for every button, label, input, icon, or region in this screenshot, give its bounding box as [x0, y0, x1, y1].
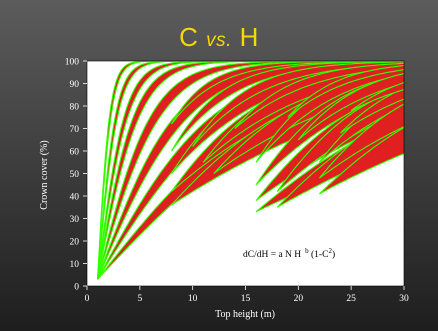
band-fill-25 [298, 73, 404, 140]
slide-title: C vs. H [0, 22, 438, 53]
x-tick-label-5: 5 [137, 294, 142, 304]
y-tick-label-50: 50 [70, 170, 80, 180]
band-27-upper-line [319, 103, 404, 179]
band-27-lower-line [319, 126, 404, 179]
band-fill-18 [256, 66, 404, 163]
band-30-lower-line [350, 89, 404, 111]
y-tick-label-10: 10 [70, 260, 80, 270]
band-3-lower-line [97, 61, 404, 280]
band-5-upper-line [97, 61, 404, 280]
y-tick-label-80: 80 [70, 103, 80, 113]
y-tick-label-20: 20 [70, 238, 80, 248]
band-25-upper-line [297, 73, 404, 141]
band-2-upper-line [97, 61, 404, 280]
y-tick-label-90: 90 [70, 80, 80, 90]
x-tick-label-10: 10 [188, 294, 198, 304]
band-24-lower-line [287, 69, 404, 118]
x-axis-label: Top height (m) [215, 309, 275, 320]
band-24-upper-line [287, 64, 404, 118]
band-fill-9 [171, 61, 404, 124]
band-3-upper-line [97, 61, 404, 280]
band-30-upper-line [350, 81, 404, 111]
y-axis-label: Crown cover (%) [39, 140, 50, 209]
y-axis-ticks: 0 10 20 30 40 50 60 70 80 90 100 [65, 58, 87, 293]
equation-exponent-2: 2 [328, 247, 332, 255]
y-tick-label-100: 100 [65, 58, 80, 68]
band-29-lower-line [340, 98, 404, 134]
title-h: H [239, 22, 259, 52]
equation-exponent-b: b [305, 247, 309, 255]
x-tick-label-25: 25 [346, 294, 356, 304]
y-tick-label-0: 0 [74, 283, 79, 293]
x-tick-label-20: 20 [294, 294, 304, 304]
y-tick-label-30: 30 [70, 215, 80, 225]
equation-main: dC/dH = a N H [243, 250, 301, 260]
title-vs: vs. [206, 30, 232, 51]
band-fill-24 [287, 65, 404, 118]
band-25-lower-line [297, 82, 404, 141]
title-c: C [179, 22, 199, 52]
equation-end: ) [332, 249, 335, 260]
band-fill-14 [192, 61, 404, 147]
equation-middle: (1-C [309, 249, 329, 260]
x-axis-ticks: 0 5 10 15 20 25 30 [85, 286, 409, 304]
band-fill-28 [319, 127, 404, 194]
band-fill-30 [351, 82, 404, 111]
band-10-upper-line [171, 61, 404, 152]
equation-annotation: dC/dH = a N H b (1-C2) [243, 247, 335, 260]
y-tick-label-40: 40 [70, 193, 80, 203]
x-tick-label-30: 30 [399, 294, 409, 304]
band-fill-17 [234, 63, 404, 129]
band-2-lower-line [97, 61, 404, 280]
band-fill-27 [319, 104, 404, 178]
band-fill-29 [340, 88, 404, 133]
band-28-upper-line [319, 127, 404, 195]
x-tick-label-0: 0 [85, 294, 90, 304]
band-17-upper-line [234, 62, 404, 129]
y-tick-label-70: 70 [70, 125, 80, 135]
y-tick-label-60: 60 [70, 148, 80, 158]
band-28-lower-line [319, 153, 404, 195]
band-14-upper-line [192, 61, 404, 147]
x-tick-label-15: 15 [241, 294, 251, 304]
